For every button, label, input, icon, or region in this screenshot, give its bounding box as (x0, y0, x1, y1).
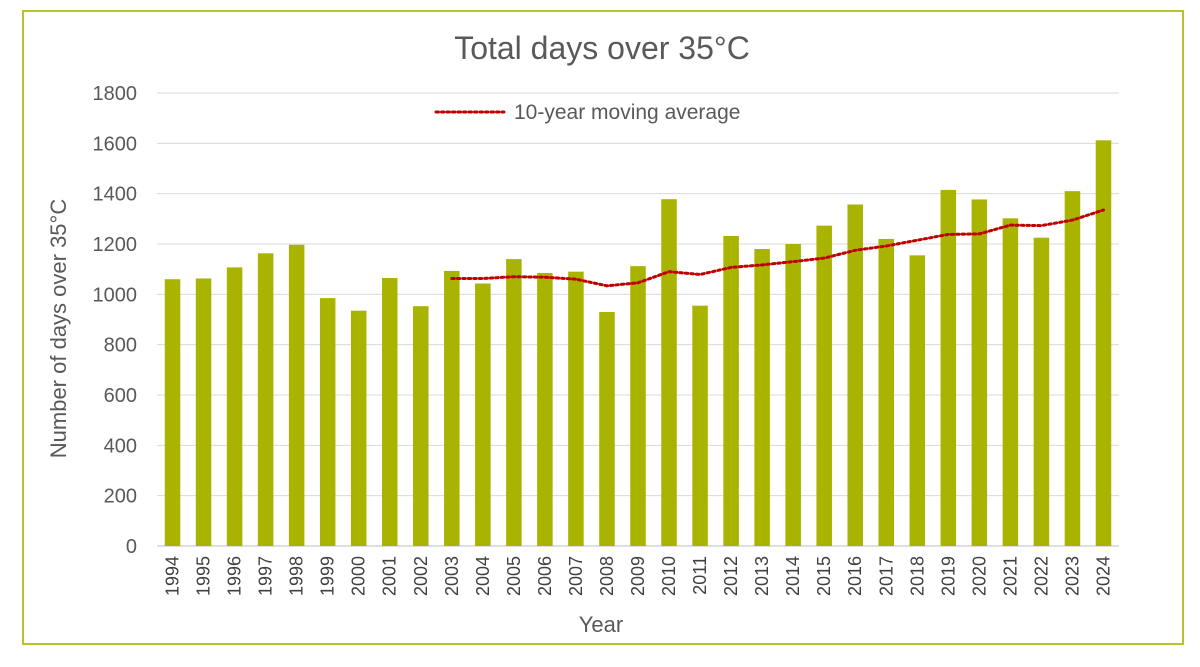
bar (319, 298, 336, 546)
bar (847, 204, 863, 546)
x-tick-label: 2004 (473, 556, 493, 596)
x-axis-ticks: 1994 1995 1996 1997 1998 1999 2000 2001 2002 2003… (163, 556, 1114, 596)
y-tick-label: 600 (104, 385, 137, 407)
x-tick-label: 2017 (876, 556, 896, 596)
x-tick-label: 1996 (225, 556, 245, 596)
y-tick-label: 1000 (93, 284, 138, 306)
bar (940, 189, 957, 546)
bar (226, 267, 243, 546)
y-tick-label: 200 (104, 486, 137, 508)
chart-frame: Total days over 35°C 0 200 400 600 800 1000 12… (22, 10, 1184, 645)
x-tick-label: 2022 (1031, 556, 1051, 596)
y-tick-label: 1200 (93, 234, 138, 256)
x-tick-label: 2011 (690, 556, 710, 595)
bar-series (164, 140, 1112, 547)
x-tick-label: 2021 (1000, 556, 1020, 596)
x-tick-label: 2015 (814, 556, 834, 596)
bar (568, 271, 584, 546)
bar (785, 244, 801, 546)
x-tick-label: 2001 (380, 556, 400, 596)
y-tick-label: 1600 (93, 133, 138, 155)
y-tick-label: 1400 (93, 184, 138, 206)
bar (506, 259, 522, 546)
bar (878, 238, 895, 546)
x-tick-label: 2007 (566, 556, 586, 596)
bar (909, 255, 926, 546)
bar (413, 306, 429, 546)
y-tick-label: 800 (104, 335, 137, 357)
bar (1095, 140, 1112, 546)
moving-average-series (450, 208, 1105, 288)
bar (475, 283, 491, 546)
x-tick-label: 2005 (504, 556, 524, 596)
legend-label: 10-year moving average (514, 101, 740, 124)
bar (692, 305, 708, 546)
bar (599, 311, 615, 546)
x-tick-label: 2009 (628, 556, 648, 596)
bar (381, 277, 398, 546)
x-tick-label: 1995 (194, 556, 214, 596)
x-tick-label: 2002 (411, 556, 431, 596)
bar (288, 244, 305, 546)
x-tick-label: 2018 (907, 556, 927, 596)
y-tick-label: 0 (126, 536, 137, 558)
x-tick-label: 2003 (442, 556, 462, 596)
x-tick-label: 2010 (659, 556, 679, 596)
bar (1033, 237, 1050, 547)
x-tick-label: 2019 (938, 556, 958, 596)
x-tick-label: 2000 (349, 556, 369, 596)
x-tick-label: 2008 (597, 556, 617, 596)
bar (350, 310, 367, 546)
chart-title: Total days over 35°C (454, 30, 750, 66)
x-tick-label: 2014 (783, 556, 803, 596)
bar (1002, 218, 1019, 546)
bar (661, 199, 677, 546)
bar (630, 266, 646, 546)
bar (257, 253, 274, 547)
bar (723, 235, 739, 547)
x-axis-label: Year (579, 612, 623, 637)
bar (971, 199, 988, 546)
bar (444, 270, 460, 546)
x-tick-label: 2006 (535, 556, 555, 596)
x-tick-label: 2012 (721, 556, 741, 596)
x-tick-label: 1994 (163, 556, 183, 596)
x-tick-label: 1997 (256, 556, 276, 596)
bar (537, 272, 553, 546)
legend: 10-year moving average (434, 101, 740, 124)
chart-svg: Total days over 35°C 0 200 400 600 800 1000 12… (46, 30, 1119, 637)
y-tick-label: 400 (104, 435, 137, 457)
bar (195, 278, 212, 546)
y-tick-label: 1800 (93, 83, 138, 105)
x-tick-label: 2023 (1062, 556, 1082, 596)
y-axis-ticks: 0 200 400 600 800 1000 1200 1400 1600 1800 (93, 83, 138, 558)
x-tick-label: 2020 (969, 556, 989, 596)
x-tick-label: 1999 (318, 556, 338, 596)
x-tick-label: 2024 (1093, 556, 1113, 596)
bar (164, 279, 181, 546)
bar (1064, 191, 1081, 546)
bar (754, 249, 770, 547)
x-tick-label: 2016 (845, 556, 865, 596)
x-tick-label: 1998 (287, 556, 307, 596)
bar (816, 225, 832, 546)
moving-average-line (450, 208, 1105, 288)
x-tick-label: 2013 (752, 556, 772, 596)
y-axis-label: Number of days over 35°C (46, 199, 71, 459)
